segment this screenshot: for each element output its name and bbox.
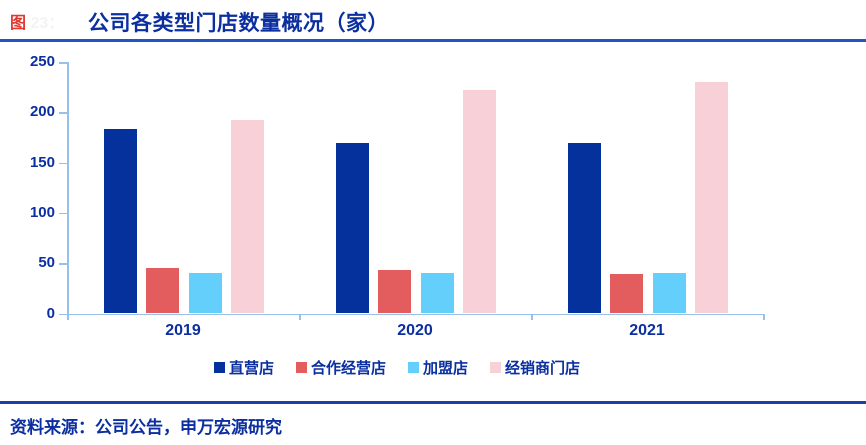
x-axis-tick bbox=[67, 313, 69, 320]
x-axis-label: 2020 bbox=[397, 321, 433, 339]
bar bbox=[188, 273, 222, 314]
bar bbox=[694, 82, 728, 314]
x-axis-line bbox=[67, 313, 765, 315]
figure-caption-red-fragment: 图 bbox=[10, 15, 27, 32]
x-axis-tick bbox=[763, 313, 765, 320]
page-title: 公司各类型门店数量概况（家） bbox=[88, 12, 389, 35]
bar bbox=[652, 273, 686, 314]
x-axis-tick bbox=[531, 313, 533, 320]
source-note: 资料来源：公司公告，申万宏源研究 bbox=[10, 418, 282, 437]
bar bbox=[568, 143, 601, 314]
y-axis-tick bbox=[59, 62, 67, 64]
bar bbox=[146, 268, 180, 314]
legend-swatch-icon bbox=[490, 361, 502, 373]
y-axis-tick bbox=[59, 162, 67, 165]
y-axis-tick bbox=[59, 212, 67, 215]
x-axis-tick bbox=[299, 313, 301, 320]
y-axis-line bbox=[67, 62, 69, 314]
y-axis-label: 150 bbox=[29, 153, 55, 171]
bar bbox=[104, 129, 137, 314]
y-axis-label: 250 bbox=[29, 53, 55, 70]
bar bbox=[336, 143, 369, 314]
y-axis-tick bbox=[59, 112, 67, 114]
y-axis-label: 50 bbox=[38, 254, 55, 272]
legend-swatch-icon bbox=[295, 361, 307, 373]
figure-caption-ghost-fragment: 23： bbox=[26, 15, 65, 32]
legend-item: 直营店 bbox=[213, 357, 274, 378]
x-axis-label: 2019 bbox=[165, 321, 201, 339]
y-axis-tick bbox=[59, 313, 67, 315]
x-axis-label: 2021 bbox=[629, 321, 665, 339]
legend-label: 经销商门店 bbox=[505, 359, 581, 377]
y-axis-label: 100 bbox=[29, 203, 55, 221]
chart-legend: 直营店 合作经营店 加盟店 经销商门店 bbox=[0, 355, 866, 379]
legend-item: 合作经营店 bbox=[295, 357, 386, 378]
figure-caption-prefix: 图 23： bbox=[10, 9, 64, 33]
y-axis-label: 200 bbox=[29, 103, 55, 121]
title-underline bbox=[0, 39, 866, 42]
legend-label: 加盟店 bbox=[423, 359, 469, 377]
bar bbox=[378, 270, 412, 314]
legend-label: 直营店 bbox=[228, 359, 274, 377]
legend-swatch-icon bbox=[408, 361, 419, 373]
legend-swatch-icon bbox=[213, 361, 225, 373]
bar bbox=[462, 90, 496, 314]
bar bbox=[230, 120, 264, 314]
legend-item: 加盟店 bbox=[408, 357, 468, 378]
bar bbox=[610, 274, 644, 314]
footer-divider bbox=[0, 401, 866, 404]
y-axis-label: 0 bbox=[46, 304, 55, 322]
bar bbox=[420, 273, 454, 314]
legend-item: 经销商门店 bbox=[490, 357, 580, 378]
y-axis-tick bbox=[59, 263, 67, 265]
legend-label: 合作经营店 bbox=[310, 359, 386, 377]
